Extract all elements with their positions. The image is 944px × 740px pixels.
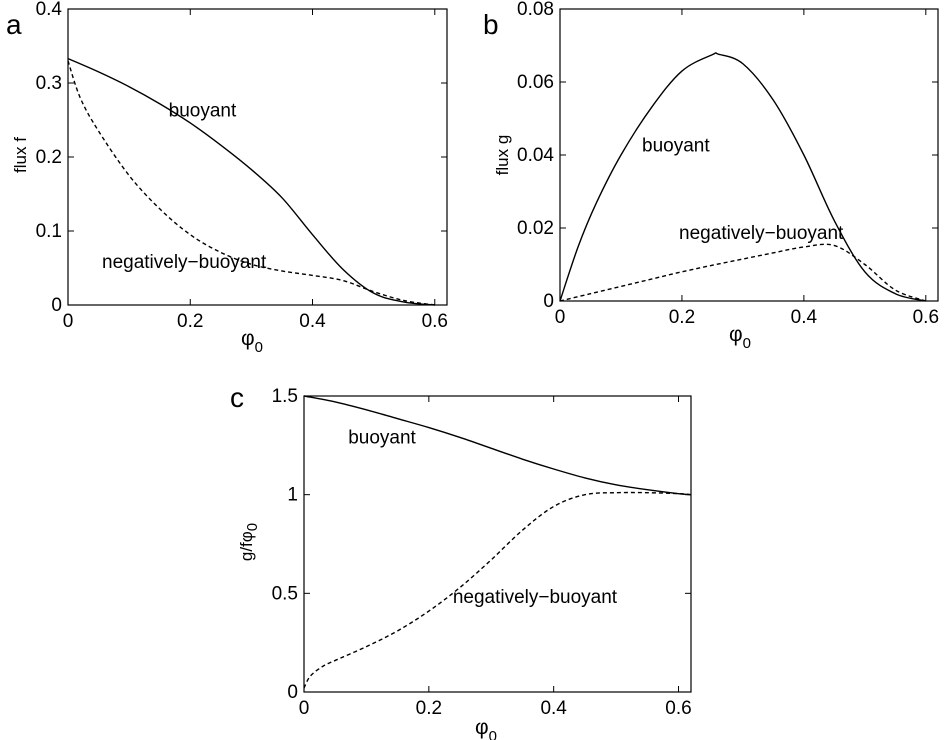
series-line-negatively-buoyant bbox=[559, 243, 927, 302]
y-tick-label: 0.4 bbox=[36, 0, 63, 20]
x-tick-label: 0.6 bbox=[665, 698, 691, 719]
y-tick-label: 0.3 bbox=[36, 73, 62, 94]
y-tick-label: 0 bbox=[51, 295, 62, 316]
series-line-negatively-buoyant bbox=[303, 491, 692, 689]
annotation-label: buoyant bbox=[642, 135, 710, 156]
annotation-label: negatively−buoyant bbox=[102, 252, 267, 273]
y-tick-label: 0.06 bbox=[517, 72, 554, 93]
x-tick-label: 0.2 bbox=[669, 307, 695, 328]
x-axis-label: φ0 bbox=[475, 716, 497, 740]
y-axis-label: flux g bbox=[493, 135, 512, 176]
series-line-negatively-buoyant bbox=[67, 60, 435, 306]
annotation-label: negatively−buoyant bbox=[679, 223, 844, 244]
panel-letter: c bbox=[230, 382, 244, 413]
axes-box bbox=[303, 395, 692, 693]
x-axis-label-subscript: 0 bbox=[489, 728, 497, 740]
x-axis-label-subscript: 0 bbox=[255, 339, 263, 356]
y-axis-label: g/fφ0 bbox=[237, 523, 261, 561]
x-tick-label: 0.4 bbox=[299, 311, 326, 332]
annotation-label: buoyant bbox=[169, 100, 237, 121]
y-tick-label: 1.5 bbox=[272, 386, 298, 407]
x-tick-label: 0.2 bbox=[177, 311, 203, 332]
y-tick-label: 1 bbox=[287, 485, 298, 506]
annotation-label: negatively−buoyant bbox=[453, 587, 618, 608]
x-axis-label: φ0 bbox=[729, 323, 751, 352]
y-tick-label: 0.5 bbox=[272, 583, 298, 604]
y-tick-label: 0 bbox=[543, 291, 554, 312]
panel-c: 0 0.2 0.4 0.6 0 0.5 1 1.5 buoyant negatively−buoy… bbox=[230, 382, 692, 740]
y-tick-label: 0.1 bbox=[36, 221, 62, 242]
y-tick-label: 0 bbox=[287, 682, 298, 703]
series-line-buoyant bbox=[559, 52, 926, 302]
x-tick-label: 0.6 bbox=[913, 307, 939, 328]
y-tick-label: 0.2 bbox=[36, 147, 62, 168]
y-axis-label: flux f bbox=[11, 137, 30, 173]
series-line-buoyant bbox=[303, 395, 692, 496]
axes-box bbox=[559, 8, 939, 302]
panel-letter: a bbox=[6, 9, 22, 40]
x-tick-label: 0 bbox=[299, 698, 310, 719]
y-tick-label: 0.08 bbox=[517, 0, 554, 20]
annotation-label: buoyant bbox=[348, 427, 416, 448]
x-axis-label: φ0 bbox=[241, 327, 263, 356]
x-tick-label: 0 bbox=[63, 311, 74, 332]
y-tick-label: 0.02 bbox=[517, 218, 554, 239]
x-tick-label: 0.2 bbox=[416, 698, 442, 719]
x-tick-label: 0.4 bbox=[540, 698, 567, 719]
x-tick-label: 0.4 bbox=[791, 307, 818, 328]
y-axis-label-subscript: 0 bbox=[244, 523, 261, 531]
series-line-buoyant bbox=[67, 57, 435, 306]
panel-letter: b bbox=[483, 9, 499, 40]
x-tick-label: 0.6 bbox=[422, 311, 448, 332]
x-tick-label: 0 bbox=[555, 307, 566, 328]
y-tick-label: 0.04 bbox=[517, 145, 554, 166]
panel-a: 0 0.2 0.4 0.6 0 0.1 0.2 0.3 0.4 buoyant negatively… bbox=[6, 0, 448, 356]
x-axis-label-subscript: 0 bbox=[743, 335, 751, 352]
panel-b: 0 0.2 0.4 0.6 0 0.02 0.04 0.06 0.08 buoyant negati… bbox=[483, 0, 939, 352]
